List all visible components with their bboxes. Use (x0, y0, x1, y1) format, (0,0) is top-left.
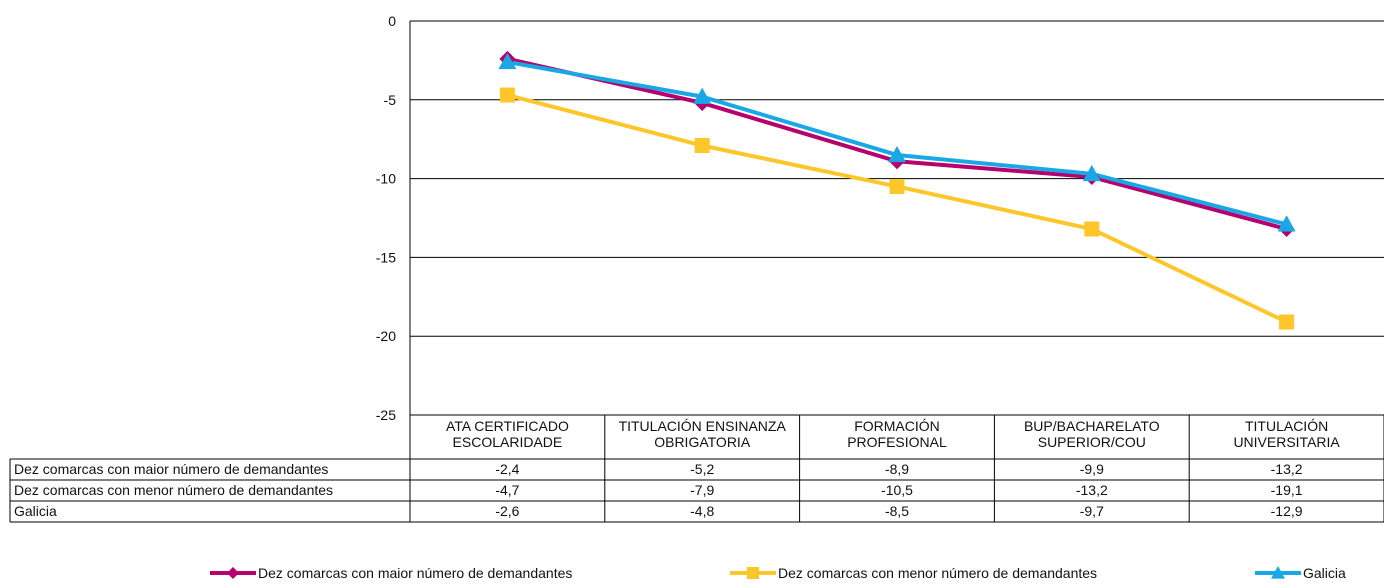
table-cell-value: -9,7 (1080, 503, 1104, 519)
category-label: FORMACIÓN PROFESIONAL (847, 418, 947, 450)
data-table: ATA CERTIFICADO ESCOLARIDADE TITULACIÓN EN… (9, 415, 1384, 523)
legend-marker (227, 567, 239, 579)
data-point (1277, 215, 1296, 232)
table-row-label: Dez comarcas con menor número de demanda… (14, 482, 333, 498)
legend-label: Dez comarcas con maior número de demanda… (258, 565, 572, 581)
y-axis: 0 -5 -10 -15 -20 -25 (376, 13, 411, 423)
legend-marker (747, 567, 759, 579)
legend-label: Dez comarcas con menor número de demanda… (778, 565, 1097, 581)
y-tick-label: -25 (376, 407, 396, 423)
table-cell-value: -8,5 (885, 503, 909, 519)
data-point (889, 178, 905, 194)
category-label: ATA CERTIFICADO ESCOLARIDADE (446, 418, 569, 450)
data-point (1082, 164, 1101, 182)
y-tick-label: -15 (376, 249, 396, 265)
table-cell-value: -12,9 (1271, 503, 1303, 519)
series-markers (498, 50, 1296, 330)
legend: Dez comarcas con maior número de demanda… (210, 565, 1346, 581)
table-cell-value: -4,7 (495, 482, 519, 498)
grid-lines (410, 20, 1384, 416)
category-label: TITULACIÓN UNIVERSITARIA (1233, 418, 1340, 450)
table-cell-value: -19,1 (1271, 482, 1303, 498)
table-cell-value: -10,5 (881, 482, 913, 498)
y-tick-label: 0 (388, 13, 396, 29)
table-cell-value: -13,2 (1076, 482, 1108, 498)
table-cell-value: -8,9 (885, 461, 909, 477)
legend-marker (1271, 566, 1285, 579)
table-cell-value: -7,9 (690, 482, 714, 498)
series-line (506, 93, 1288, 324)
data-point (499, 87, 515, 103)
table-cell-value: -5,2 (690, 461, 714, 477)
category-label: BUP/BACHARELATO SUPERIOR/COU (1024, 418, 1160, 450)
table-row-label: Galicia (14, 503, 57, 519)
category-label: TITULACIÓN ENSINANZA OBRIGATORIA (619, 418, 787, 450)
legend-label: Galicia (1303, 565, 1346, 581)
data-point (888, 145, 906, 163)
table-cell-value: -2,4 (495, 461, 519, 477)
data-point (1279, 314, 1295, 330)
y-tick-label: -10 (376, 171, 396, 187)
table-cell-value: -2,6 (495, 503, 519, 519)
data-point (694, 138, 710, 154)
table-cell-value: -13,2 (1271, 461, 1303, 477)
data-point (498, 52, 517, 70)
table-cell-value: -9,9 (1080, 461, 1104, 477)
y-tick-label: -20 (376, 328, 396, 344)
data-point (1084, 221, 1100, 237)
table-row-label: Dez comarcas con maior número de demanda… (14, 461, 328, 477)
y-tick-label: -5 (384, 92, 397, 108)
table-cell-value: -4,8 (690, 503, 714, 519)
data-point (693, 87, 712, 104)
